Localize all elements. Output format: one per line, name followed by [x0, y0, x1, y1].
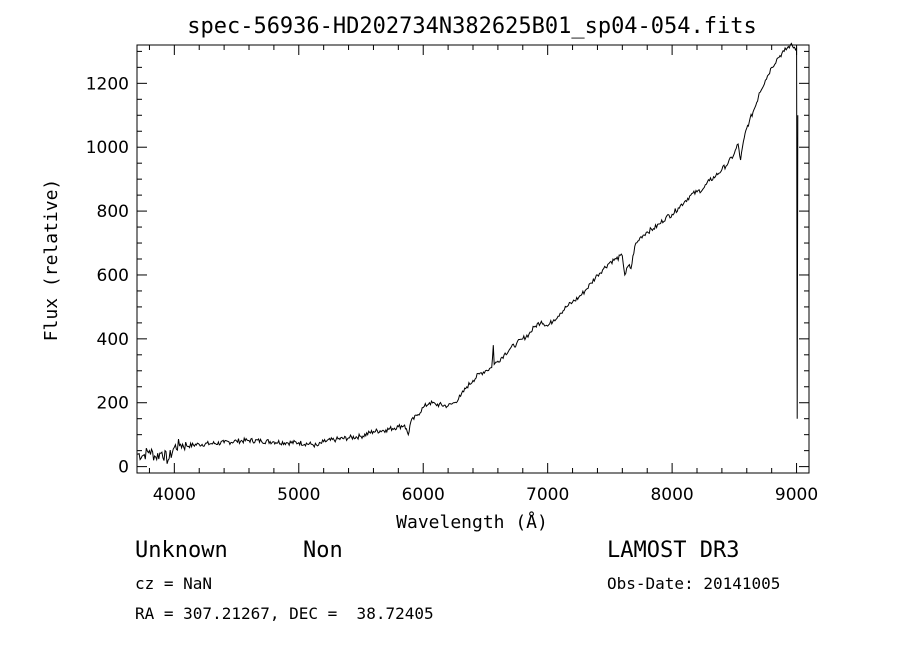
y-tick-label: 400 — [97, 330, 129, 350]
x-tick-label: 8000 — [650, 485, 693, 505]
x-tick-label: 4000 — [153, 485, 196, 505]
object-subclass: Non — [303, 538, 343, 563]
y-axis-label: Flux (relative) — [41, 179, 62, 342]
y-tick-label: 600 — [97, 266, 129, 286]
x-tick-label: 9000 — [775, 485, 818, 505]
obs-date-label: Obs-Date: 20141005 — [607, 574, 781, 593]
coordinates-label: RA = 307.21267, DEC = 38.72405 — [135, 604, 434, 623]
x-tick-label: 6000 — [402, 485, 445, 505]
flux-series-line — [136, 42, 799, 464]
survey-label: LAMOST DR3 — [607, 538, 740, 563]
object-class: Unknown — [135, 538, 228, 563]
y-tick-label: 0 — [118, 458, 129, 478]
x-tick-label: 7000 — [526, 485, 569, 505]
y-axis-ticks: 0 200 400 600 800 1000 1200 — [86, 50, 809, 478]
y-tick-label: 200 — [97, 394, 129, 414]
plot-frame — [136, 44, 810, 474]
redshift-label: cz = NaN — [135, 574, 213, 593]
x-axis-ticks: 4000 5000 6000 7000 8000 9000 — [148, 45, 818, 505]
x-axis-label: Wavelength (Å) — [396, 511, 548, 533]
chart-title: spec-56936-HD202734N382625B01_sp04-054.f… — [187, 14, 757, 39]
x-tick-label: 5000 — [277, 485, 320, 505]
y-tick-label: 1000 — [86, 138, 129, 158]
y-tick-label: 800 — [97, 202, 129, 222]
y-tick-label: 1200 — [86, 74, 129, 94]
